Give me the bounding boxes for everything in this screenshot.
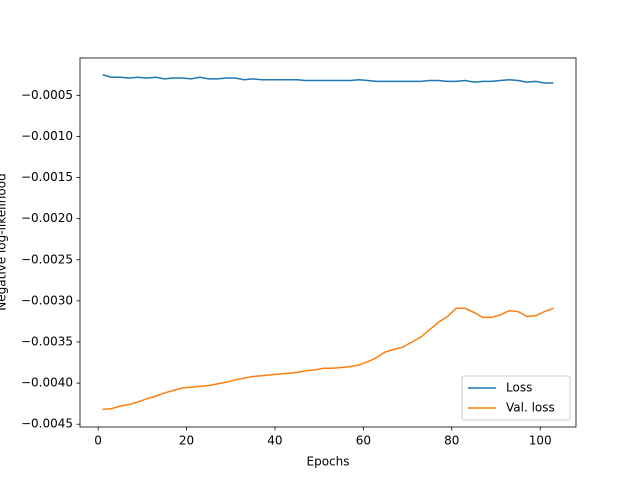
y-tick-label: −0.0015 [21, 170, 73, 184]
line-series [102, 307, 554, 411]
x-tick-label: 60 [356, 434, 371, 448]
x-tick-label: 40 [267, 434, 282, 448]
y-tick-label: −0.0010 [21, 129, 73, 143]
y-tick-label: −0.0025 [21, 252, 73, 266]
legend-label: Val. loss [506, 401, 555, 415]
y-axis-label: Negative log-likelihood [0, 173, 9, 310]
x-tick-label: 20 [179, 434, 194, 448]
y-tick-label: −0.0035 [21, 334, 73, 348]
legend-label: Loss [506, 381, 532, 395]
y-tick-label: −0.0045 [21, 417, 73, 431]
legend-box [461, 375, 571, 421]
line-series [102, 74, 554, 84]
x-tick-label: 100 [529, 434, 552, 448]
y-tick-label: −0.0040 [21, 376, 73, 390]
axes-frame [79, 57, 577, 428]
x-tick-label: 80 [444, 434, 459, 448]
x-axis-label: Epochs [307, 455, 350, 469]
y-tick-label: −0.0020 [21, 211, 73, 225]
x-tick-label: 0 [94, 434, 102, 448]
y-tick-label: −0.0030 [21, 293, 73, 307]
y-tick-label: −0.0005 [21, 88, 73, 102]
